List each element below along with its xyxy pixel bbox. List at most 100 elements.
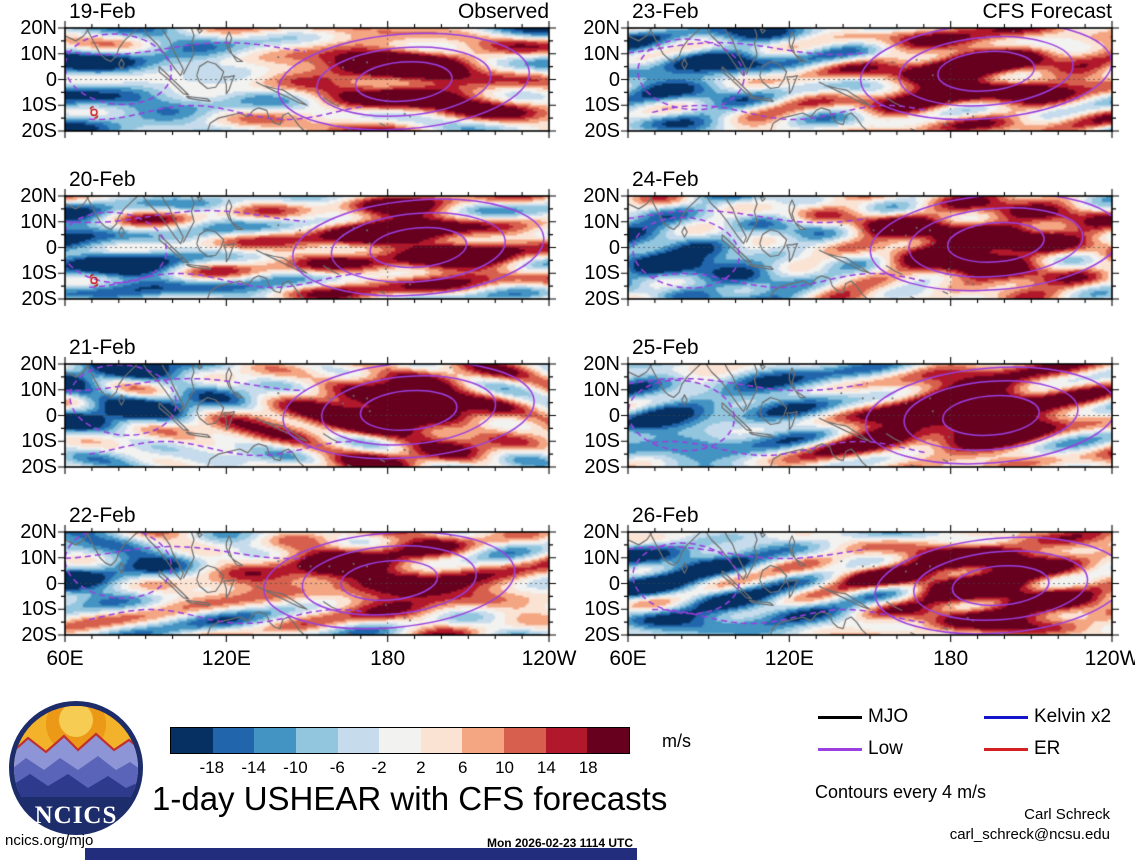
contour-interval-note: Contours every 4 m/s <box>815 782 987 802</box>
lat-tick-label: 20S <box>21 120 57 142</box>
lat-tick-label: 20S <box>584 456 620 478</box>
lat-tick-label: 20S <box>584 288 620 310</box>
lat-tick-label: 0 <box>608 236 620 259</box>
lat-tick-label: 0 <box>45 68 57 91</box>
legend-label-kelvin-x2: Kelvin x2 <box>1034 706 1112 727</box>
lon-tick-label: 120E <box>764 647 814 670</box>
ncics-logo: NCICS <box>9 701 143 835</box>
lat-tick-label: 20N <box>20 353 57 375</box>
lat-tick-label: 20S <box>584 120 620 142</box>
colorbar-segment-9 <box>545 728 588 753</box>
lat-tick-label: 20N <box>20 17 57 39</box>
panel-date-24-Feb: 24-Feb <box>632 168 699 191</box>
lon-tick-label: 60E <box>46 647 84 670</box>
panel-date-22-Feb: 22-Feb <box>69 504 136 527</box>
lat-tick-label: 10N <box>583 378 620 401</box>
low-line-swatch <box>818 748 862 751</box>
map-panel-24-Feb <box>620 188 1120 307</box>
lat-tick-label: 10S <box>584 94 620 117</box>
map-panel-23-Feb <box>620 20 1120 139</box>
colorbar-tick--10: -10 <box>283 758 308 777</box>
lat-tick-label: 0 <box>45 236 57 259</box>
lat-tick-label: 10N <box>20 546 57 569</box>
legend-label-low: Low <box>868 738 903 759</box>
colorbar-tick-6: 6 <box>457 758 468 777</box>
colorbar-tick-2: 2 <box>416 758 426 777</box>
lon-tick-label: 180 <box>370 647 406 670</box>
lat-tick-label: 10N <box>20 42 57 65</box>
colorbar-segment-1 <box>212 728 255 753</box>
map-panel-21-Feb <box>57 356 557 475</box>
panel-date-25-Feb: 25-Feb <box>632 336 699 359</box>
colorbar-tick-10: 10 <box>495 758 514 777</box>
lon-tick-label: 180 <box>933 647 969 670</box>
bottom-bar <box>85 848 637 860</box>
lat-tick-label: 20S <box>21 456 57 478</box>
lat-tick-label: 20S <box>21 624 57 646</box>
figure-title: 1-day USHEAR with CFS forecasts <box>152 780 668 817</box>
cfs-forecast-column-title: CFS Forecast <box>982 0 1112 23</box>
colorbar-segment-6 <box>420 728 463 753</box>
site-link[interactable]: ncics.org/mjo <box>5 832 94 849</box>
lat-tick-label: 10N <box>583 210 620 233</box>
colorbar-tick--2: -2 <box>371 758 387 777</box>
colorbar-units-label: m/s <box>662 731 691 751</box>
colorbar-segment-10 <box>587 728 630 753</box>
panel-date-20-Feb: 20-Feb <box>69 168 136 191</box>
lat-tick-label: 20N <box>583 185 620 207</box>
map-panel-22-Feb <box>57 524 557 643</box>
panel-date-19-Feb: 19-Feb <box>69 0 136 23</box>
colorbar-tick-18: 18 <box>578 758 598 777</box>
lat-tick-label: 10N <box>583 546 620 569</box>
colorbar-segment-3 <box>295 728 338 753</box>
lat-tick-label: 0 <box>45 404 57 427</box>
map-panel-20-Feb <box>57 188 557 307</box>
lat-tick-label: 10S <box>584 262 620 285</box>
colorbar-segment-0 <box>171 728 213 753</box>
lat-tick-label: 0 <box>608 404 620 427</box>
lon-tick-label: 120E <box>201 647 251 670</box>
panel-date-26-Feb: 26-Feb <box>632 504 699 527</box>
colorbar-segment-4 <box>337 728 380 753</box>
observed-column-title: Observed <box>457 0 549 23</box>
lat-tick-label: 10N <box>20 378 57 401</box>
mjo-line-swatch <box>818 716 862 719</box>
lat-tick-label: 10S <box>584 598 620 621</box>
lat-tick-label: 10N <box>583 42 620 65</box>
colorbar-tick-14: 14 <box>536 758 556 777</box>
colorbar-tick--6: -6 <box>329 758 345 777</box>
colorbar <box>170 727 630 754</box>
lon-tick-label: 120W <box>1084 647 1135 670</box>
credit-name: Carl Schreck <box>1024 806 1110 823</box>
kelvin-line-swatch <box>984 716 1028 719</box>
lat-tick-label: 20N <box>583 353 620 375</box>
colorbar-segment-8 <box>504 728 546 753</box>
lat-tick-label: 10S <box>21 430 57 453</box>
legend-label-er: ER <box>1034 738 1061 759</box>
timestamp: Mon 2026-02-23 1114 UTC <box>486 836 634 850</box>
map-panel-25-Feb <box>620 356 1120 475</box>
colorbar-tick--14: -14 <box>241 758 266 777</box>
credit-email[interactable]: carl_schreck@ncsu.edu <box>949 826 1110 843</box>
lat-tick-label: 20S <box>584 624 620 646</box>
lat-tick-label: 0 <box>608 572 620 595</box>
lat-tick-label: 10S <box>21 598 57 621</box>
lat-tick-label: 20N <box>583 17 620 39</box>
logo-text: NCICS <box>35 802 118 829</box>
colorbar-segment-5 <box>379 728 421 753</box>
colorbar-segment-2 <box>254 728 296 753</box>
lat-tick-label: 20N <box>20 521 57 543</box>
lat-tick-label: 10S <box>21 94 57 117</box>
lat-tick-label: 0 <box>608 68 620 91</box>
lat-tick-label: 20N <box>20 185 57 207</box>
lon-tick-label: 60E <box>609 647 647 670</box>
map-panel-19-Feb <box>57 20 557 139</box>
lat-tick-label: 10S <box>21 262 57 285</box>
colorbar-segment-7 <box>462 728 505 753</box>
er-line-swatch <box>984 748 1028 751</box>
map-panel-26-Feb <box>620 524 1120 643</box>
lat-tick-label: 10N <box>20 210 57 233</box>
legend-label-mjo: MJO <box>868 706 909 727</box>
lat-tick-label: 20S <box>21 288 57 310</box>
